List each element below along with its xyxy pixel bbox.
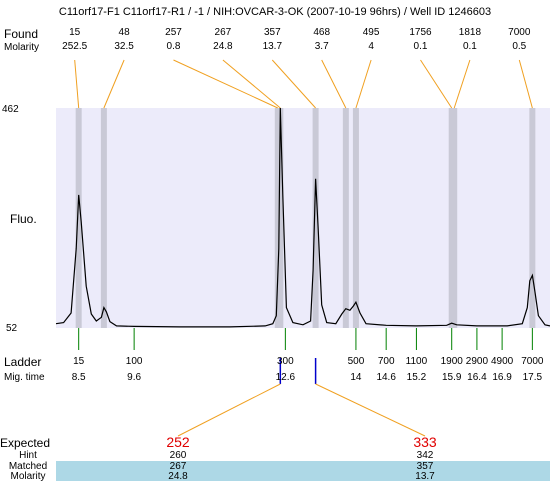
- found-peak-leader: [355, 59, 372, 109]
- matched-band: [56, 461, 550, 471]
- found-peak-band: [342, 108, 349, 328]
- ladder-time: 8.5: [71, 372, 86, 383]
- expected-size: 252: [166, 434, 190, 450]
- matched-value: 267: [169, 461, 187, 472]
- ladder-time: 15.9: [441, 372, 462, 383]
- ladder-size: 100: [125, 356, 143, 367]
- found-peak-band: [75, 108, 82, 328]
- found-peak-band: [529, 108, 536, 328]
- found-peak-size: 15: [69, 27, 81, 38]
- expected-leader: [177, 383, 281, 437]
- found-peak-size: 1756: [409, 27, 432, 38]
- found-label: Found: [4, 27, 39, 41]
- found-peak-band: [100, 108, 107, 328]
- matched-label: Matched: [8, 461, 48, 472]
- hint-label: Hint: [19, 450, 37, 461]
- found-peak-molarity: 13.7: [262, 41, 283, 52]
- found-peak-size: 1818: [458, 27, 482, 38]
- found-peak-size: 267: [214, 27, 232, 38]
- ladder-size: 2900: [465, 356, 489, 367]
- fluorescence-trace: [55, 107, 550, 328]
- ladder-size: 1900: [440, 356, 463, 367]
- ladder-size: 300: [277, 356, 294, 367]
- molarity-label: Molarity: [4, 42, 40, 53]
- molarity-band: [56, 471, 550, 481]
- found-peak-size: 7000: [508, 27, 531, 38]
- ladder-size: 500: [347, 356, 365, 367]
- matched-value: 357: [416, 461, 434, 472]
- found-peak-molarity: 24.8: [213, 41, 233, 52]
- ladder-label: Ladder: [4, 355, 42, 369]
- found-peak-size: 468: [313, 27, 331, 38]
- found-peak-band: [277, 108, 284, 328]
- y-axis-label: Fluo.: [10, 212, 37, 226]
- found-peak-size: 495: [362, 27, 380, 38]
- ladder-time: 14.6: [376, 372, 396, 383]
- ladder-size: 700: [377, 356, 395, 367]
- found-peak-leader: [271, 59, 316, 109]
- expected-leader: [315, 383, 426, 437]
- expected-label: Expected: [0, 436, 51, 450]
- ladder-time: 15.2: [406, 372, 427, 383]
- found-peak-size: 357: [263, 27, 281, 38]
- found-peak-leader: [453, 59, 471, 109]
- ladder-time: 12.6: [275, 372, 296, 383]
- found-peak-band: [451, 108, 458, 328]
- ladder-size: 4900: [490, 356, 514, 367]
- ladder-time: 16.4: [467, 372, 487, 383]
- matched-molarity: 13.7: [415, 471, 435, 482]
- matched-molarity: 24.8: [168, 471, 188, 482]
- found-peak-leader: [518, 59, 533, 109]
- found-peak-molarity: 4: [368, 41, 374, 52]
- found-peak-leader: [103, 59, 125, 109]
- ladder-size: 7000: [521, 356, 544, 367]
- ladder-time: 17.5: [522, 372, 543, 383]
- found-peak-molarity: 0.5: [512, 41, 527, 52]
- ladder-size: 15: [73, 356, 85, 367]
- found-peak-leader: [74, 59, 80, 109]
- y-max-label: 462: [2, 104, 19, 115]
- found-peak-band: [312, 108, 319, 328]
- y-min-label: 52: [6, 323, 18, 334]
- mig-time-label: Mig. time: [4, 372, 45, 383]
- plot-area: [56, 108, 550, 328]
- found-peak-leader: [321, 59, 347, 109]
- found-peak-molarity: 32.5: [114, 41, 134, 52]
- found-peak-molarity: 0.1: [413, 41, 428, 52]
- ladder-time: 16.9: [492, 372, 512, 383]
- ladder-time: 14: [350, 372, 362, 383]
- found-peak-size: 257: [165, 27, 182, 38]
- found-peak-molarity: 0.8: [166, 41, 181, 52]
- expected-size: 333: [413, 434, 437, 450]
- molarity-bottom-label: Molarity: [10, 471, 46, 482]
- found-peak-molarity: 3.7: [314, 41, 329, 52]
- found-peak-molarity: 252.5: [62, 41, 88, 52]
- hint-value: 260: [169, 450, 187, 461]
- found-peak-leader: [173, 59, 279, 109]
- hint-value: 342: [416, 450, 434, 461]
- found-peak-band: [352, 108, 359, 328]
- chart-title: C11orf17-F1 C11orf17-R1 / -1 / NIH:OVCAR…: [58, 6, 492, 18]
- found-peak-molarity: 0.1: [462, 41, 477, 52]
- found-peak-leader: [420, 59, 453, 109]
- found-peak-leader: [222, 59, 281, 109]
- found-peak-size: 48: [118, 27, 130, 38]
- ladder-size: 1100: [405, 356, 428, 367]
- ladder-time: 9.6: [127, 372, 142, 383]
